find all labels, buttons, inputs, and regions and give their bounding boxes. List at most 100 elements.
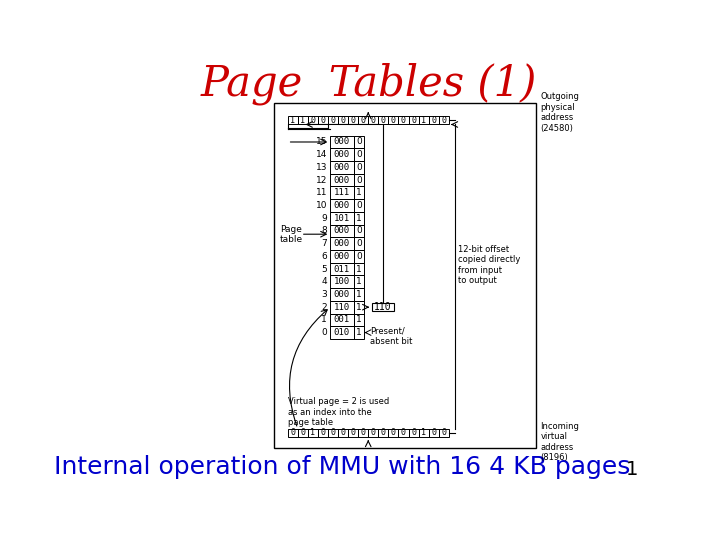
Text: 000: 000 [334,163,350,172]
Text: 0: 0 [341,428,346,437]
Text: 12-bit offset
copied directly
from input
to output: 12-bit offset copied directly from input… [458,245,521,285]
Text: 1: 1 [356,290,362,299]
Text: 001: 001 [334,315,350,325]
Text: 0: 0 [356,176,362,185]
Text: 1: 1 [356,188,362,197]
Bar [274,103,536,448]
Text: 000: 000 [334,201,350,210]
Bar [318,429,328,437]
Text: 0: 0 [411,116,416,125]
Text: 0: 0 [381,116,386,125]
Bar [378,116,388,125]
Text: 1: 1 [626,460,639,480]
Text: 13: 13 [315,163,327,172]
Bar [297,429,307,437]
Text: 111: 111 [334,188,350,197]
Bar [348,116,358,125]
Text: 0: 0 [356,226,362,235]
Text: 000: 000 [334,150,350,159]
Bar [418,116,428,125]
Text: 10: 10 [315,201,327,210]
Text: 0: 0 [356,239,362,248]
Text: Incoming
virtual
address
(8196): Incoming virtual address (8196) [540,422,579,462]
Bar [330,148,354,161]
Text: 0: 0 [320,116,325,125]
Bar [354,148,364,161]
Bar [372,303,394,312]
Text: 011: 011 [334,265,350,274]
Text: 1: 1 [421,428,426,437]
Text: 0: 0 [381,428,386,437]
Text: 0: 0 [351,428,356,437]
Text: 15: 15 [315,138,327,146]
Bar [354,212,364,225]
Bar [388,429,398,437]
Text: 7: 7 [321,239,327,248]
Text: Outgoing
physical
address
(24580): Outgoing physical address (24580) [540,92,579,133]
Text: Page  Tables (1): Page Tables (1) [201,63,537,105]
Bar [328,429,338,437]
Bar [438,429,449,437]
Text: 0: 0 [320,428,325,437]
Text: 8: 8 [321,226,327,235]
Text: 11: 11 [315,188,327,197]
Text: 110: 110 [374,302,392,312]
Bar [354,326,364,339]
Text: 1: 1 [310,428,315,437]
Bar [354,275,364,288]
Bar [307,116,318,125]
Text: 110: 110 [334,302,350,312]
Text: 000: 000 [334,226,350,235]
Text: 1: 1 [356,214,362,222]
Bar [338,429,348,437]
Bar [378,429,388,437]
Text: 14: 14 [316,150,327,159]
Bar [330,237,354,250]
Text: 010: 010 [334,328,350,337]
Bar [318,116,328,125]
Text: 0: 0 [356,150,362,159]
Text: 0: 0 [300,428,305,437]
Bar [354,174,364,186]
Text: 0: 0 [356,138,362,146]
Text: 0: 0 [341,116,346,125]
Text: 000: 000 [334,239,350,248]
Bar [354,314,364,326]
Bar [428,116,438,125]
Bar [368,429,378,437]
Bar [358,429,368,437]
Bar [330,314,354,326]
Text: Virtual page = 2 is used
as an index into the
page table: Virtual page = 2 is used as an index int… [287,397,389,427]
Text: 5: 5 [321,265,327,274]
Bar [338,116,348,125]
Text: Internal operation of MMU with 16 4 KB pages: Internal operation of MMU with 16 4 KB p… [54,455,630,479]
Bar [330,326,354,339]
Bar [428,429,438,437]
Text: 000: 000 [334,290,350,299]
Bar [354,288,364,301]
Text: 0: 0 [321,328,327,337]
Text: 0: 0 [330,428,336,437]
Bar [330,225,354,237]
Bar [330,174,354,186]
Bar [438,116,449,125]
Bar [297,116,307,125]
Bar [330,136,354,148]
Text: 1: 1 [290,116,295,125]
Bar [354,237,364,250]
Text: 0: 0 [441,116,446,125]
Bar [330,275,354,288]
Text: 9: 9 [321,214,327,222]
Bar [354,262,364,275]
Text: 0: 0 [441,428,446,437]
Bar [330,262,354,275]
Text: 000: 000 [334,252,350,261]
Text: 2: 2 [322,302,327,312]
Bar [330,186,354,199]
Text: 0: 0 [391,428,396,437]
Bar [398,429,408,437]
Text: 6: 6 [321,252,327,261]
Bar [330,161,354,174]
Text: 1: 1 [356,265,362,274]
Text: Present/
absent bit: Present/ absent bit [370,327,412,346]
